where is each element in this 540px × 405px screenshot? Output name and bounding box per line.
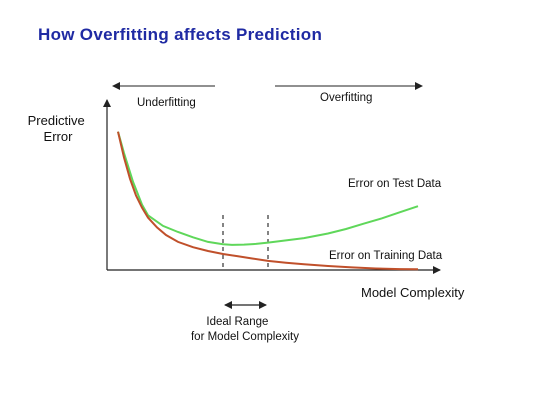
chart-title: How Overfitting affects Prediction: [38, 25, 323, 44]
y-axis-label: Predictive Error: [28, 113, 89, 144]
y-axis-label-line-2: Error: [44, 129, 74, 144]
training-error-curve: [117, 131, 419, 271]
training-series-label: Error on Training Data: [329, 250, 443, 262]
overfitting-label: Overfitting: [320, 92, 372, 104]
underfitting-label: Underfitting: [137, 97, 196, 109]
test-series-label: Error on Test Data: [348, 178, 442, 190]
ideal-range-caption-line-2: for Model Complexity: [191, 331, 299, 343]
ideal-range-caption-line-1: Ideal Range: [206, 316, 268, 328]
test-error-curve: [117, 131, 419, 246]
x-axis-label: Model Complexity: [361, 285, 465, 300]
y-axis-label-line-1: Predictive: [28, 113, 85, 128]
ideal-range-caption: Ideal Range for Model Complexity: [191, 316, 299, 343]
